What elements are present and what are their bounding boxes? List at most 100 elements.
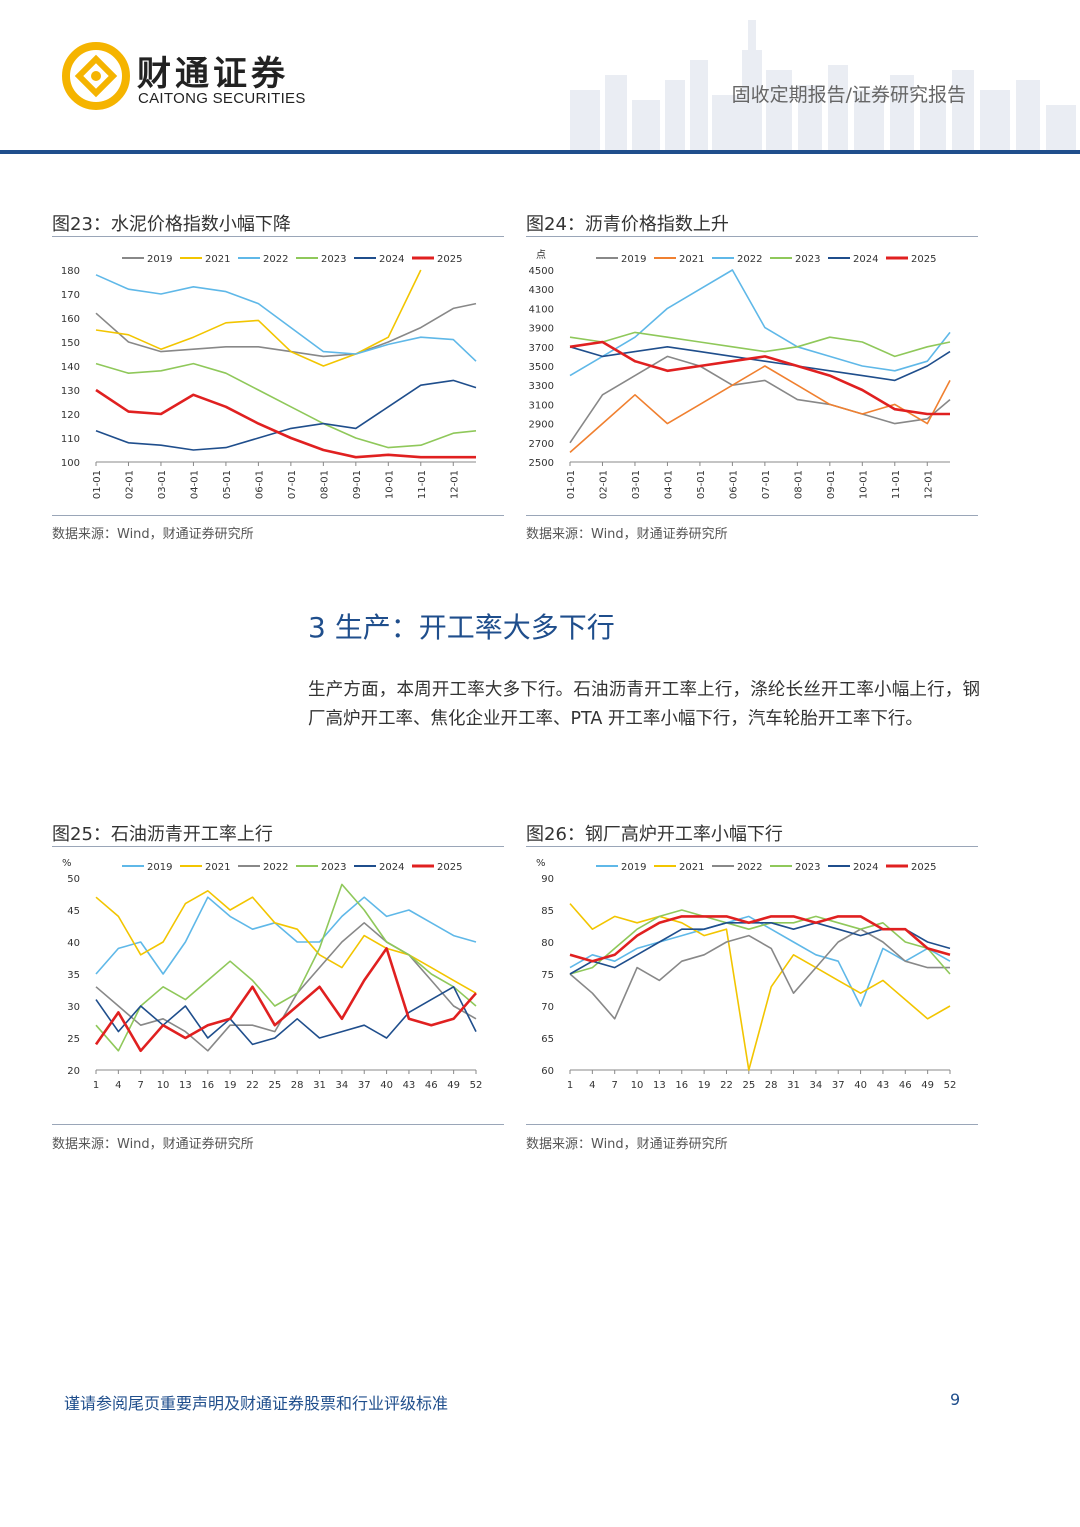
y-tick-label: 50 bbox=[67, 874, 80, 885]
figure-25-top-rule bbox=[52, 846, 504, 847]
x-tick-label: 4 bbox=[589, 1080, 595, 1091]
y-tick-label: 85 bbox=[541, 906, 554, 917]
series-line-2019 bbox=[95, 302, 477, 358]
x-tick-label: 28 bbox=[765, 1080, 778, 1091]
x-tick-label: 52 bbox=[944, 1080, 957, 1091]
figure-24-title: 图24：沥青价格指数上升 bbox=[526, 214, 729, 235]
legend-label-2025: 2025 bbox=[911, 862, 936, 873]
series-line-2019 bbox=[95, 896, 477, 975]
section-paragraph: 生产方面，本周开工率大多下行。石油沥青开工率上行，涤纶长丝开工率小幅上行，钢厂高… bbox=[308, 680, 980, 729]
report-type-label: 固收定期报告/证券研究报告 bbox=[731, 84, 966, 106]
figure-23-top-rule bbox=[52, 236, 504, 237]
x-tick-label: 11-01 bbox=[891, 470, 902, 499]
figure-26-bottom-rule bbox=[526, 1124, 978, 1125]
legend-label-2019: 2019 bbox=[147, 254, 172, 265]
legend-label-2022: 2022 bbox=[263, 862, 288, 873]
y-tick-label: 20 bbox=[67, 1066, 80, 1077]
legend-label-2025: 2025 bbox=[437, 862, 462, 873]
footer-disclaimer-link[interactable]: 谨请参阅尾页重要声明及财通证券股票和行业评级标准 bbox=[64, 1394, 449, 1413]
x-tick-label: 07-01 bbox=[287, 470, 298, 499]
legend-label-2023: 2023 bbox=[321, 254, 346, 265]
y-tick-label: 2700 bbox=[529, 439, 554, 450]
x-tick-label: 4 bbox=[115, 1080, 121, 1091]
x-tick-label: 16 bbox=[675, 1080, 688, 1091]
x-tick-label: 04-01 bbox=[663, 470, 674, 499]
x-tick-label: 37 bbox=[358, 1080, 371, 1091]
x-tick-label: 09-01 bbox=[826, 470, 837, 499]
y-tick-label: 150 bbox=[61, 338, 80, 349]
legend-label-2024: 2024 bbox=[379, 862, 404, 873]
series-line-2021 bbox=[95, 269, 422, 367]
y-tick-label: 130 bbox=[61, 386, 80, 397]
x-tick-label: 10 bbox=[157, 1080, 170, 1091]
y-tick-label: 60 bbox=[541, 1066, 554, 1077]
series-line-2025 bbox=[569, 915, 951, 963]
x-tick-label: 22 bbox=[720, 1080, 733, 1091]
y-tick-label: 3300 bbox=[529, 381, 554, 392]
series-line-2024 bbox=[569, 346, 951, 382]
logo-chinese-name: 财通证券 bbox=[137, 54, 289, 94]
x-tick-label: 02-01 bbox=[124, 470, 135, 499]
y-tick-label: 4500 bbox=[529, 266, 554, 277]
x-tick-label: 13 bbox=[179, 1080, 192, 1091]
legend-label-2021: 2021 bbox=[679, 862, 704, 873]
y-tick-label: 100 bbox=[61, 458, 80, 469]
figure-23-source: 数据来源：Wind，财通证券研究所 bbox=[52, 527, 254, 542]
figure-24-chart: 2019 2021 2022 2023 2024 2025 点 4500 4300 4100 390… bbox=[529, 249, 951, 499]
figure-25-title: 图25：石油沥青开工率上行 bbox=[52, 824, 273, 845]
y-tick-label: 2900 bbox=[529, 420, 554, 431]
y-tick-label: 4300 bbox=[529, 285, 554, 296]
x-tick-label: 11-01 bbox=[417, 470, 428, 499]
legend-label-2021: 2021 bbox=[205, 862, 230, 873]
y-tick-label: 160 bbox=[61, 314, 80, 325]
figure-26-source: 数据来源：Wind，财通证券研究所 bbox=[526, 1137, 728, 1152]
x-tick-label: 07-01 bbox=[761, 470, 772, 499]
legend-label-2025: 2025 bbox=[911, 254, 936, 265]
x-tick-label: 06-01 bbox=[728, 470, 739, 499]
x-tick-label: 31 bbox=[787, 1080, 800, 1091]
x-tick-label: 06-01 bbox=[254, 470, 265, 499]
series-line-2021 bbox=[569, 903, 951, 1071]
x-tick-label: 43 bbox=[877, 1080, 890, 1091]
figure-24-bottom-rule bbox=[526, 515, 978, 516]
x-tick-label: 19 bbox=[698, 1080, 711, 1091]
y-tick-label: 40 bbox=[67, 938, 80, 949]
x-tick-label: 16 bbox=[201, 1080, 214, 1091]
series-line-2022 bbox=[569, 928, 950, 1020]
x-tick-label: 1 bbox=[567, 1080, 573, 1091]
series-line-2023 bbox=[95, 362, 477, 449]
legend-label-2024: 2024 bbox=[379, 254, 404, 265]
x-tick-label: 46 bbox=[425, 1080, 438, 1091]
header-divider bbox=[0, 150, 1080, 154]
figure-23-bottom-rule bbox=[52, 515, 504, 516]
legend-label-2021: 2021 bbox=[205, 254, 230, 265]
y-tick-label: 170 bbox=[61, 290, 80, 301]
legend-label-2022: 2022 bbox=[737, 254, 762, 265]
series-line-2019 bbox=[569, 355, 951, 444]
x-tick-label: 08-01 bbox=[319, 470, 330, 499]
legend-label-2024: 2024 bbox=[853, 254, 878, 265]
x-tick-label: 13 bbox=[653, 1080, 666, 1091]
x-tick-label: 40 bbox=[854, 1080, 867, 1091]
legend-label-2019: 2019 bbox=[147, 862, 172, 873]
section-heading: 3 生产：开工率大多下行 bbox=[308, 611, 615, 644]
figure-25-chart: 2019 2021 2022 2023 2024 2025%504540353025201… bbox=[62, 858, 482, 1091]
y-tick-label: 70 bbox=[541, 1002, 554, 1013]
y-tick-label: 140 bbox=[61, 362, 80, 373]
figure-24-top-rule bbox=[526, 236, 978, 237]
y-tick-label: 75 bbox=[541, 970, 554, 981]
y-tick-label: 3500 bbox=[529, 362, 554, 373]
legend-label-2025: 2025 bbox=[437, 254, 462, 265]
legend-label-2023: 2023 bbox=[321, 862, 346, 873]
x-tick-label: 25 bbox=[268, 1080, 281, 1091]
y-tick-label: 3100 bbox=[529, 400, 554, 411]
x-tick-label: 7 bbox=[612, 1080, 618, 1091]
series-line-2022 bbox=[569, 269, 951, 377]
series-line-2024 bbox=[95, 986, 477, 1046]
series-line-2025 bbox=[569, 340, 950, 416]
legend-label-2022: 2022 bbox=[263, 254, 288, 265]
figure-23-title: 图23：水泥价格指数小幅下降 bbox=[52, 214, 291, 235]
series-line-2024 bbox=[95, 379, 477, 451]
y-tick-label: 45 bbox=[67, 906, 80, 917]
y-tick-label: 65 bbox=[541, 1034, 554, 1045]
